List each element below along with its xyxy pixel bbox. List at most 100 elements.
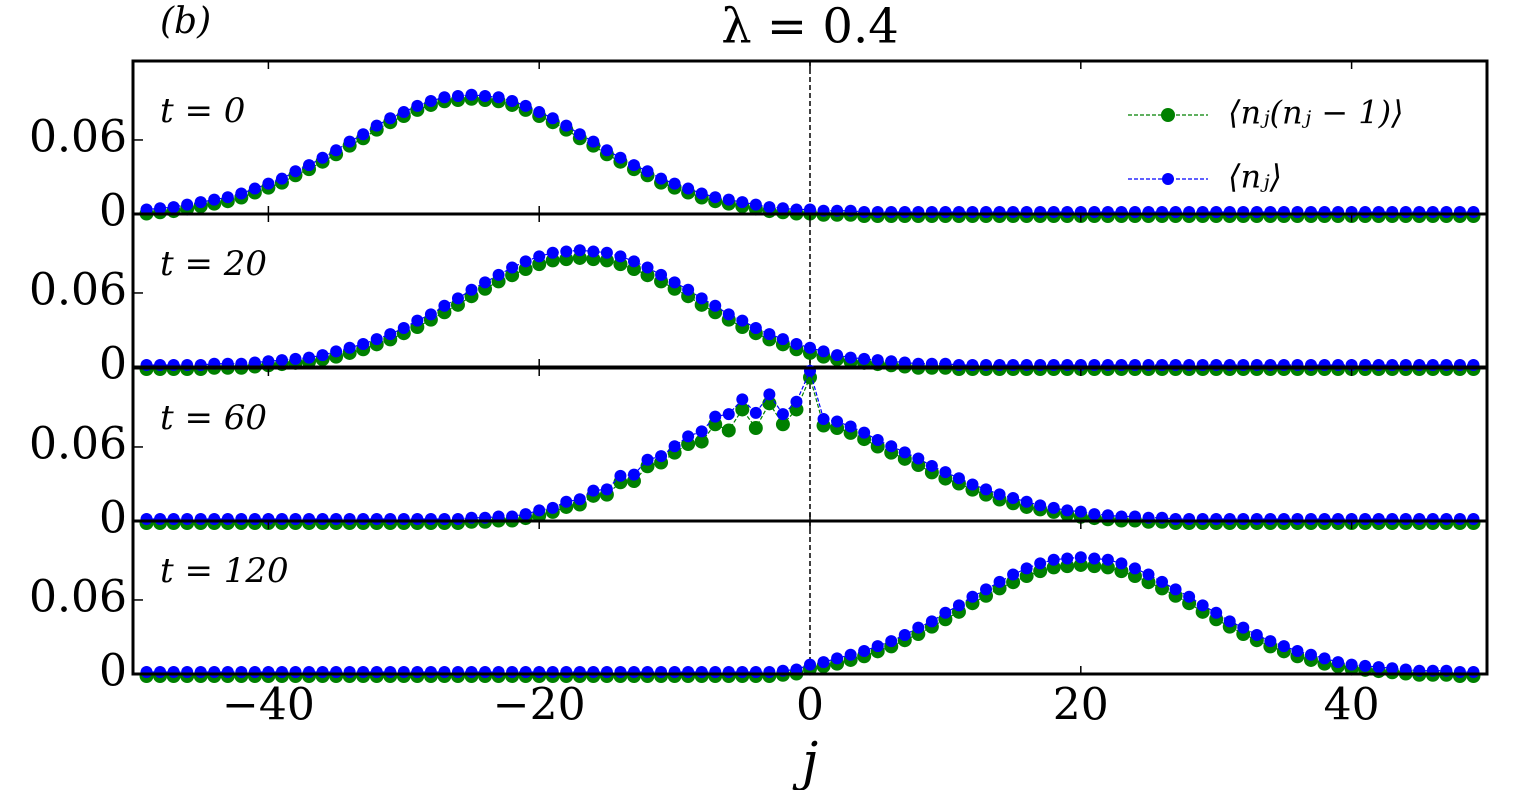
y-tick-label: 0.06 bbox=[29, 111, 127, 162]
data-point bbox=[1291, 645, 1304, 658]
data-point bbox=[817, 413, 830, 426]
data-point bbox=[479, 276, 492, 289]
legend-label: ⟨nⱼ⟩ bbox=[1228, 158, 1282, 196]
data-point bbox=[289, 666, 302, 678]
data-point bbox=[1318, 206, 1331, 218]
data-point bbox=[1386, 513, 1399, 525]
data-point bbox=[695, 292, 708, 305]
data-point bbox=[980, 206, 993, 218]
data-point bbox=[573, 666, 586, 678]
data-point bbox=[627, 468, 640, 481]
plot-frame bbox=[131, 519, 1489, 676]
data-point bbox=[1128, 562, 1141, 575]
data-point bbox=[993, 575, 1006, 588]
data-point bbox=[1074, 505, 1087, 518]
data-point bbox=[614, 469, 627, 482]
data-point bbox=[952, 206, 965, 218]
data-point bbox=[858, 645, 871, 658]
data-point bbox=[1007, 568, 1020, 581]
data-point bbox=[519, 99, 532, 112]
data-point bbox=[1250, 206, 1263, 218]
data-point bbox=[560, 245, 573, 258]
data-point bbox=[804, 658, 816, 671]
data-point bbox=[736, 196, 749, 209]
data-point bbox=[858, 206, 871, 218]
data-point bbox=[966, 590, 979, 603]
data-point bbox=[411, 513, 424, 525]
data-point bbox=[1453, 513, 1466, 525]
data-point bbox=[722, 408, 735, 421]
data-point bbox=[655, 172, 668, 185]
data-point bbox=[235, 187, 248, 200]
data-point bbox=[560, 119, 573, 132]
data-point bbox=[939, 466, 952, 479]
x-tick-label: −40 bbox=[222, 680, 315, 731]
data-point bbox=[1467, 513, 1480, 525]
data-point bbox=[194, 196, 207, 209]
data-point bbox=[763, 666, 776, 678]
data-point bbox=[573, 128, 586, 141]
data-point bbox=[1101, 553, 1114, 566]
data-point bbox=[411, 99, 424, 112]
data-point bbox=[573, 493, 586, 506]
data-point bbox=[424, 308, 437, 321]
panel-annotation: t = 20 bbox=[160, 244, 267, 284]
data-point bbox=[1210, 513, 1223, 525]
data-point bbox=[993, 206, 1006, 218]
data-point bbox=[776, 408, 789, 421]
data-point bbox=[424, 94, 437, 107]
data-point bbox=[682, 182, 695, 195]
data-point bbox=[749, 406, 762, 419]
data-point bbox=[154, 513, 167, 525]
data-point bbox=[817, 656, 830, 669]
data-point bbox=[1318, 513, 1331, 525]
data-point bbox=[844, 420, 857, 433]
data-point bbox=[600, 483, 613, 496]
data-point bbox=[181, 198, 194, 211]
data-point bbox=[492, 268, 505, 281]
data-point bbox=[154, 202, 167, 215]
data-point bbox=[1264, 513, 1277, 525]
data-point bbox=[424, 666, 437, 678]
data-point bbox=[1088, 206, 1101, 218]
panel-annotation: t = 0 bbox=[160, 91, 245, 131]
data-point bbox=[831, 415, 844, 428]
data-point bbox=[343, 135, 356, 148]
data-point bbox=[357, 128, 370, 141]
data-point bbox=[952, 599, 965, 612]
data-point bbox=[506, 666, 519, 678]
data-point bbox=[614, 250, 627, 263]
data-point bbox=[1250, 628, 1263, 641]
data-point bbox=[749, 321, 762, 334]
data-point bbox=[330, 345, 343, 358]
data-point bbox=[1034, 499, 1047, 512]
data-point bbox=[154, 666, 167, 678]
data-point bbox=[438, 666, 451, 678]
data-point bbox=[275, 172, 288, 185]
data-point bbox=[451, 292, 464, 305]
data-point bbox=[1332, 206, 1345, 218]
data-point bbox=[709, 191, 722, 204]
data-point bbox=[1142, 568, 1155, 581]
data-point bbox=[912, 621, 925, 634]
data-point bbox=[438, 513, 451, 525]
data-point bbox=[925, 206, 938, 218]
data-point bbox=[831, 349, 844, 362]
data-point bbox=[1453, 206, 1466, 218]
data-point bbox=[451, 666, 464, 678]
data-point bbox=[492, 666, 505, 678]
data-point bbox=[316, 513, 329, 525]
data-point bbox=[748, 420, 763, 435]
data-point bbox=[721, 423, 736, 438]
data-point bbox=[506, 94, 519, 107]
data-point bbox=[804, 341, 816, 354]
data-point bbox=[560, 495, 573, 508]
data-point bbox=[519, 666, 532, 678]
panel-annotation: t = 60 bbox=[160, 398, 267, 438]
data-point bbox=[194, 666, 207, 678]
data-point bbox=[1020, 206, 1033, 218]
data-point bbox=[627, 159, 640, 172]
data-point bbox=[655, 450, 668, 463]
y-tick-label: 0 bbox=[99, 646, 127, 697]
